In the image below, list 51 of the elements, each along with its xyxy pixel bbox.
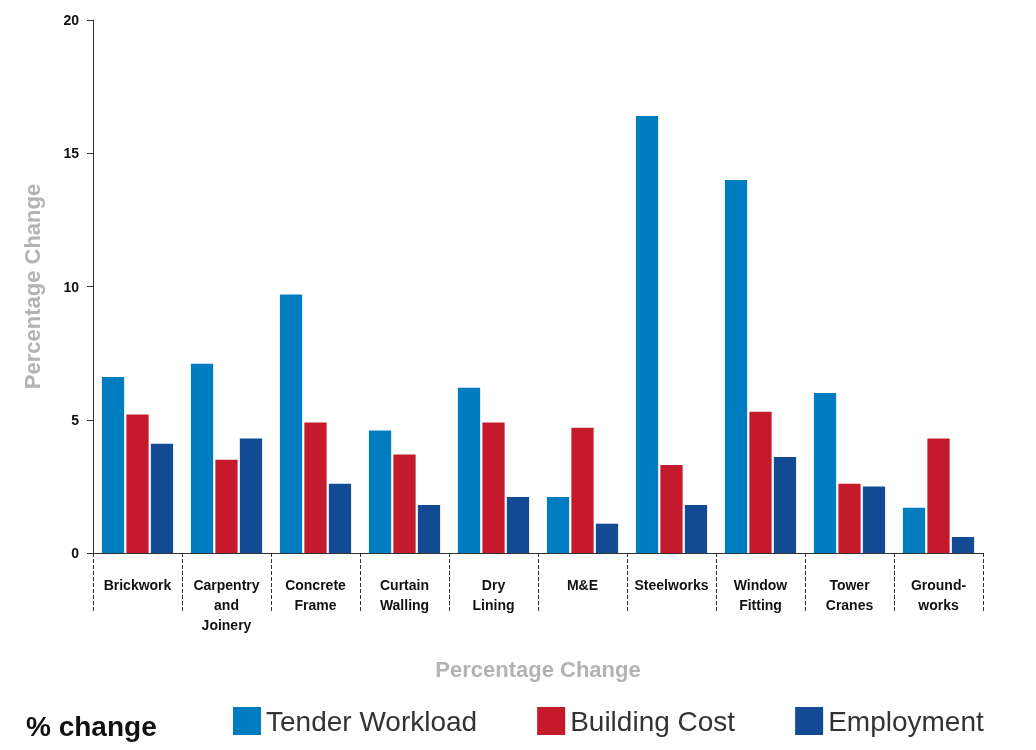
bar bbox=[482, 422, 505, 553]
bar bbox=[393, 454, 416, 553]
x-tick-label: Curtain Walling bbox=[379, 577, 430, 613]
bar bbox=[328, 483, 352, 553]
legend-label: Building Cost bbox=[570, 705, 736, 737]
bar bbox=[595, 523, 619, 553]
x-tick-label: Concrete Frame bbox=[285, 577, 347, 613]
bar bbox=[951, 537, 975, 553]
x-tick-label: Tower Cranes bbox=[825, 577, 874, 613]
bar bbox=[749, 411, 772, 553]
bar bbox=[635, 115, 659, 553]
x-tick-label: Window Fitting bbox=[733, 577, 788, 613]
bar bbox=[417, 505, 441, 553]
bar bbox=[304, 422, 327, 553]
x-tick-label: M&E bbox=[566, 577, 599, 593]
x-tick-label: Carpentry and Joinery bbox=[193, 577, 260, 633]
bar bbox=[902, 507, 926, 553]
bar bbox=[813, 393, 837, 553]
y-tick-label: 0 bbox=[71, 545, 80, 561]
y-tick-label: 20 bbox=[63, 12, 80, 28]
bar bbox=[724, 179, 748, 553]
bar bbox=[239, 438, 263, 553]
y-axis-title: Percentage Change bbox=[19, 183, 45, 390]
y-tick-label: 10 bbox=[63, 278, 80, 295]
bar bbox=[101, 377, 125, 553]
x-tick-label: Steelworks bbox=[634, 577, 709, 593]
bar bbox=[773, 457, 797, 553]
x-tick-label: Ground-works bbox=[910, 577, 967, 613]
bar bbox=[546, 497, 570, 553]
bar bbox=[457, 387, 481, 553]
bar bbox=[126, 414, 149, 553]
bar bbox=[927, 438, 950, 553]
y-tick-label: 5 bbox=[71, 411, 80, 428]
x-tick-label: Brickwork bbox=[103, 577, 172, 593]
bar bbox=[279, 294, 303, 553]
legend-title: % change bbox=[26, 710, 157, 742]
bar bbox=[190, 363, 214, 553]
bar bbox=[862, 486, 886, 553]
bar bbox=[215, 459, 238, 553]
y-tick-label: 15 bbox=[63, 145, 80, 162]
bar bbox=[368, 430, 392, 553]
bar bbox=[150, 443, 174, 553]
bar bbox=[684, 505, 708, 553]
x-axis-title: Percentage Change bbox=[435, 656, 641, 682]
bar bbox=[660, 465, 683, 553]
legend-label: Tender Workload bbox=[266, 705, 478, 737]
bar bbox=[506, 497, 530, 553]
bar bbox=[571, 427, 594, 553]
bar bbox=[838, 483, 861, 553]
legend-label: Employment bbox=[828, 705, 984, 737]
x-tick-label: Dry Lining bbox=[472, 577, 515, 613]
